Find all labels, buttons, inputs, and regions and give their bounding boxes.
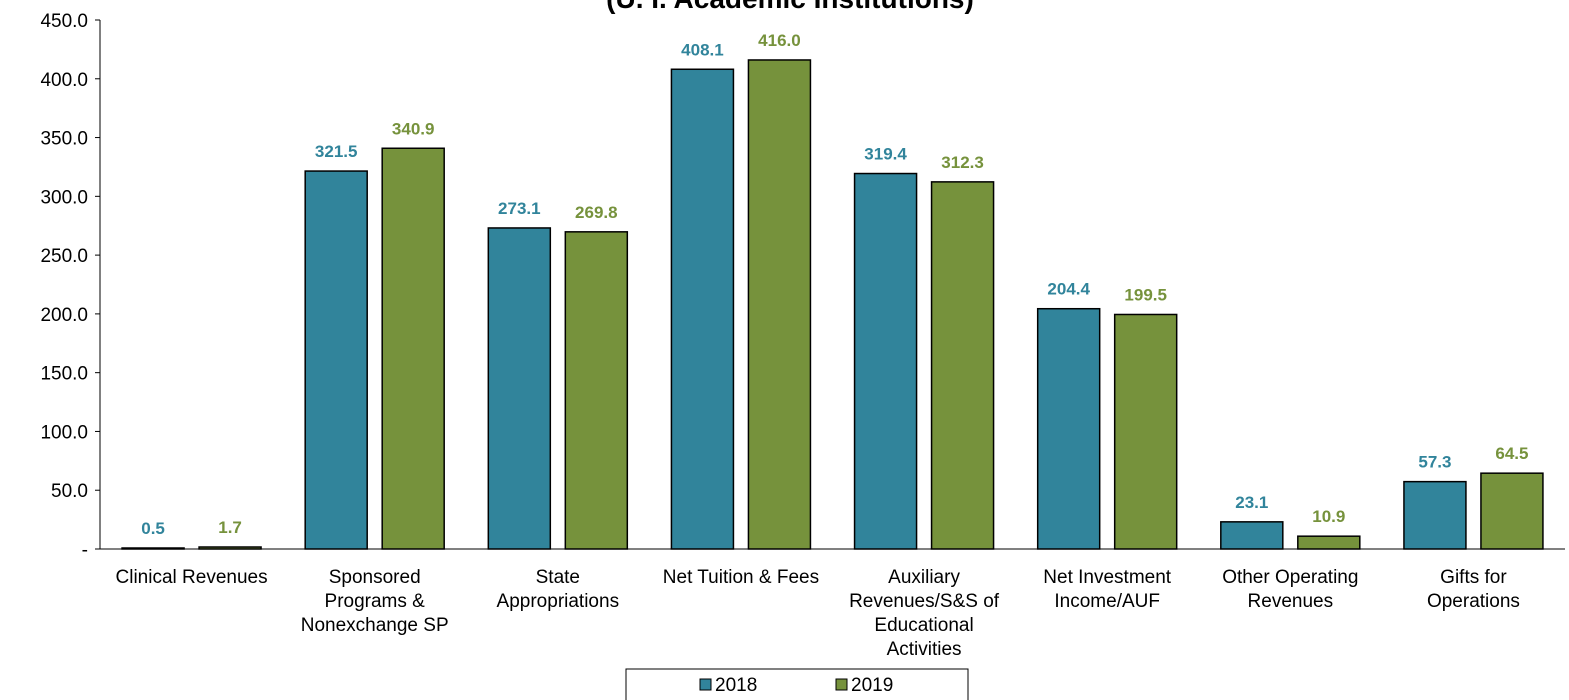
- bar-2019: [1480, 472, 1544, 550]
- chart-title: (U. I. Academic Institutions): [606, 0, 974, 14]
- data-label-2018: 321.5: [315, 142, 358, 161]
- data-label-2018: 23.1: [1235, 493, 1268, 512]
- y-tick-label: -: [82, 540, 88, 561]
- bar-2019: [747, 59, 812, 550]
- category-label: Income/AUF: [1054, 591, 1160, 612]
- bar-2019: [1297, 535, 1361, 550]
- category-label: Appropriations: [497, 591, 620, 612]
- bar-2018: [1036, 307, 1101, 550]
- category-label: Sponsored: [329, 567, 421, 588]
- bar-2018: [121, 547, 185, 550]
- y-tick-label: 50.0: [51, 481, 88, 502]
- category-label: Revenues: [1248, 591, 1334, 612]
- category-label: Activities: [887, 639, 962, 660]
- bar-2018: [1403, 480, 1467, 550]
- legend-box: [625, 668, 969, 700]
- data-label-2018: 57.3: [1418, 453, 1451, 472]
- bar-2019: [930, 181, 995, 550]
- category-label: Other Operating: [1222, 567, 1358, 588]
- data-label-2018: 0.5: [141, 519, 165, 538]
- category-label: State: [536, 567, 580, 588]
- data-label-2019: 416.0: [758, 31, 801, 50]
- y-tick-label: 400.0: [40, 70, 88, 91]
- category-label: Programs &: [325, 591, 426, 612]
- legend-label-2018: 2018: [715, 675, 757, 696]
- category-label: Operations: [1427, 591, 1520, 612]
- bar-2018: [1220, 521, 1284, 550]
- data-label-2018: 408.1: [681, 40, 724, 59]
- data-label-2019: 312.3: [941, 153, 984, 172]
- category-label: Revenues/S&S of: [849, 591, 1000, 612]
- category-label: Clinical Revenues: [116, 567, 268, 588]
- category-label: Net Investment: [1043, 567, 1171, 588]
- legend-swatch-2019: [835, 678, 848, 691]
- category-label: Educational: [874, 615, 973, 636]
- category-label: Gifts for: [1440, 567, 1507, 588]
- bars: [121, 59, 1544, 550]
- bar-2019: [564, 231, 629, 550]
- y-tick-label: 200.0: [40, 305, 88, 326]
- category-label: Net Tuition & Fees: [663, 567, 819, 588]
- y-tick-label: 300.0: [40, 187, 88, 208]
- legend-label-2019: 2019: [851, 675, 893, 696]
- bar-2018: [304, 170, 368, 550]
- bar-2018: [853, 172, 918, 550]
- bar-2018: [487, 227, 552, 550]
- data-label-2019: 1.7: [218, 518, 242, 537]
- data-label-2019: 64.5: [1495, 444, 1528, 463]
- data-label-2018: 204.4: [1047, 280, 1090, 299]
- axes: - 50.0 100.0 150.0 200.0 250.0 300.0 350.0 400.0…: [40, 11, 1565, 561]
- category-label: Nonexchange SP: [301, 615, 449, 636]
- data-label-2019: 199.5: [1124, 285, 1167, 304]
- data-labels: 0.5 1.7 321.5 340.9 273.1 269.8 408.1 416.0 319.…: [141, 31, 1528, 538]
- y-tick-label: 150.0: [40, 364, 88, 385]
- y-tick-label: 250.0: [40, 246, 88, 267]
- category-labels: Clinical Revenues Sponsored Programs & None…: [116, 567, 1520, 660]
- data-label-2018: 273.1: [498, 199, 541, 218]
- legend: 2018 2019: [625, 668, 969, 700]
- data-label-2018: 319.4: [864, 145, 907, 164]
- data-label-2019: 340.9: [392, 119, 435, 138]
- y-tick-label: 100.0: [40, 422, 88, 443]
- bar-2019: [1113, 313, 1178, 550]
- bar-2019: [198, 546, 262, 550]
- y-tick-label: 450.0: [40, 11, 88, 32]
- data-label-2019: 269.8: [575, 203, 618, 222]
- legend-swatch-2018: [699, 678, 712, 691]
- y-tick-label: 350.0: [40, 129, 88, 150]
- data-label-2019: 10.9: [1312, 507, 1345, 526]
- bar-2018: [670, 68, 735, 550]
- bar-2019: [381, 147, 445, 550]
- category-label: Auxiliary: [888, 567, 960, 588]
